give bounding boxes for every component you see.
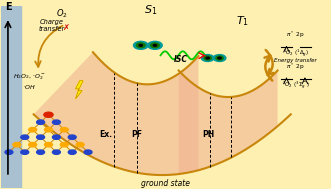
Circle shape [218, 57, 221, 59]
Text: $S_1$: $S_1$ [144, 4, 157, 17]
Text: $T_1$: $T_1$ [236, 15, 250, 28]
Bar [1, 6, 21, 188]
Circle shape [45, 143, 52, 147]
Circle shape [84, 150, 92, 154]
Circle shape [37, 150, 45, 154]
Circle shape [21, 135, 29, 139]
Text: ✗: ✗ [63, 23, 70, 32]
Circle shape [202, 55, 214, 61]
Circle shape [153, 44, 157, 46]
Circle shape [60, 143, 68, 147]
Circle shape [52, 150, 60, 154]
Text: PH: PH [202, 130, 214, 139]
Text: ISC: ISC [174, 55, 188, 64]
Text: $^3O_2$ ($^3\Sigma_g^-$): $^3O_2$ ($^3\Sigma_g^-$) [282, 80, 310, 92]
Circle shape [29, 143, 37, 147]
Text: $\pi^*$ 2p: $\pi^*$ 2p [286, 62, 305, 72]
Circle shape [52, 135, 60, 139]
Circle shape [13, 143, 21, 147]
Circle shape [148, 41, 162, 49]
Text: $H_2O_2$, $\cdot O_2^-$: $H_2O_2$, $\cdot O_2^-$ [13, 73, 46, 82]
Text: E: E [5, 2, 11, 12]
Text: Ex.: Ex. [100, 130, 113, 139]
Circle shape [216, 56, 223, 60]
Circle shape [136, 43, 145, 48]
Text: Charge
transfer: Charge transfer [39, 19, 65, 32]
Circle shape [5, 150, 13, 154]
Text: $\pi^*$ 2p: $\pi^*$ 2p [286, 30, 305, 40]
Text: PF: PF [131, 130, 142, 139]
Circle shape [52, 120, 60, 124]
Polygon shape [179, 70, 278, 174]
Circle shape [44, 112, 53, 117]
Circle shape [29, 128, 37, 132]
Circle shape [68, 150, 76, 154]
Circle shape [45, 128, 52, 132]
Text: ground state: ground state [141, 179, 190, 188]
Text: $^1O_2$ ($^1\Delta_g$): $^1O_2$ ($^1\Delta_g$) [283, 47, 309, 59]
Polygon shape [34, 52, 199, 175]
Text: $\cdot OH$: $\cdot OH$ [23, 83, 36, 91]
Circle shape [204, 56, 211, 60]
Circle shape [37, 120, 45, 124]
Circle shape [213, 55, 226, 61]
Text: $O_2$: $O_2$ [56, 7, 68, 20]
Circle shape [37, 135, 45, 139]
Circle shape [151, 43, 159, 48]
Circle shape [76, 143, 84, 147]
Polygon shape [75, 81, 83, 99]
Text: Energy transfer: Energy transfer [274, 58, 317, 63]
Circle shape [139, 44, 142, 46]
Circle shape [68, 135, 76, 139]
Circle shape [206, 57, 209, 59]
Circle shape [60, 128, 68, 132]
Circle shape [21, 150, 29, 154]
Circle shape [133, 41, 148, 49]
